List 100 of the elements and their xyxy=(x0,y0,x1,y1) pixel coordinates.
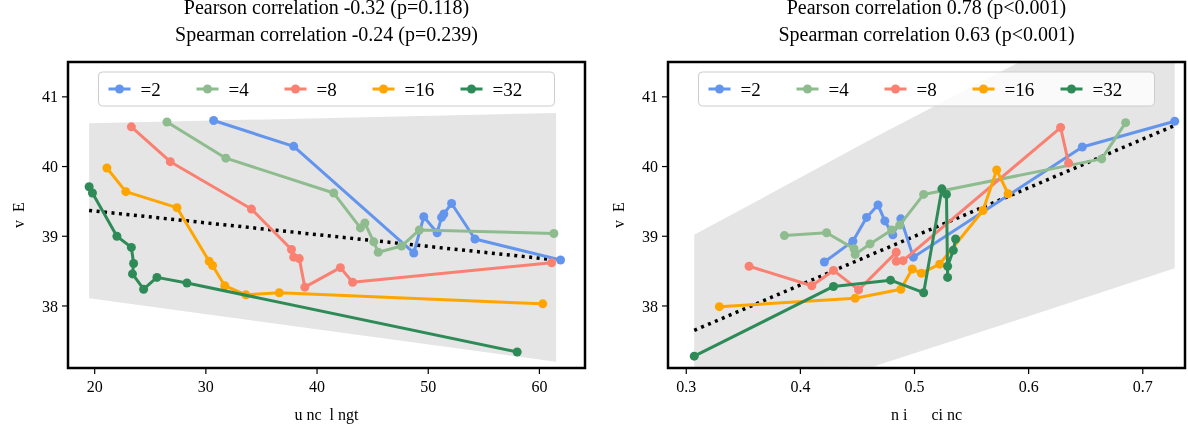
point xyxy=(209,116,219,126)
point xyxy=(819,257,829,267)
legend-label: =4 xyxy=(828,78,850,100)
point xyxy=(886,275,896,285)
point xyxy=(126,122,136,132)
point xyxy=(165,157,175,167)
x-tick-label: 30 xyxy=(197,378,214,395)
point xyxy=(848,236,858,246)
legend-label: =32 xyxy=(1092,78,1123,100)
legend-label: =2 xyxy=(740,78,761,100)
point xyxy=(941,189,951,199)
point xyxy=(1121,118,1131,128)
point xyxy=(470,234,480,244)
y-axis-title: v E xyxy=(10,202,27,228)
point xyxy=(102,163,112,173)
y-tick-label: 39 xyxy=(642,227,658,245)
point xyxy=(369,237,379,247)
point xyxy=(887,225,897,235)
point xyxy=(126,242,136,252)
point xyxy=(208,261,218,271)
legend-label: =16 xyxy=(1004,78,1035,100)
legend-label: =32 xyxy=(492,78,523,100)
chart-title: Pearson correlation 0.78 (p<0.001) Spearman correlation 0.63 (p<0.001) xyxy=(778,0,1075,46)
point xyxy=(419,212,429,222)
point xyxy=(935,259,945,269)
point xyxy=(129,258,139,268)
legend-label: =16 xyxy=(404,78,435,100)
point xyxy=(220,281,230,291)
point xyxy=(873,200,883,210)
point xyxy=(274,288,284,298)
point xyxy=(172,203,182,213)
x-tick-label: 0.3 xyxy=(676,378,697,395)
point xyxy=(714,302,724,312)
y-tick-label: 41 xyxy=(642,88,658,106)
point xyxy=(152,272,162,282)
point xyxy=(948,245,958,255)
point xyxy=(289,141,299,151)
point xyxy=(414,225,424,235)
y-axis-title: v E xyxy=(610,202,627,228)
y-tick-label: 39 xyxy=(42,227,58,245)
point xyxy=(943,261,953,271)
y-tick-label: 38 xyxy=(42,297,58,315)
point xyxy=(182,278,192,288)
legend-label: =8 xyxy=(316,78,337,100)
point xyxy=(294,254,304,264)
x-tick-label: 0.6 xyxy=(1018,378,1039,395)
point xyxy=(916,268,926,278)
point xyxy=(822,228,832,238)
x-tick-label: 60 xyxy=(531,378,548,395)
point xyxy=(512,347,522,357)
x-tick-label: 0.5 xyxy=(904,378,925,395)
point xyxy=(409,248,419,258)
point xyxy=(112,231,122,241)
point xyxy=(919,288,929,298)
point xyxy=(779,231,789,241)
x-axis-title: n i ci nc xyxy=(890,406,963,423)
point xyxy=(1056,123,1066,133)
point xyxy=(898,256,908,266)
x-tick-label: 50 xyxy=(420,378,437,395)
point xyxy=(538,299,548,309)
x-tick-label: 0.4 xyxy=(790,378,811,395)
point xyxy=(951,234,961,244)
point xyxy=(907,264,917,274)
point xyxy=(828,281,838,291)
y-tick-label: 38 xyxy=(642,297,658,315)
point xyxy=(891,247,901,257)
point xyxy=(397,241,407,251)
point xyxy=(87,188,97,198)
point xyxy=(896,284,906,294)
point xyxy=(689,351,699,361)
legend-label: =4 xyxy=(228,78,250,100)
point xyxy=(329,188,339,198)
y-tick-label: 40 xyxy=(42,158,58,176)
point xyxy=(447,199,457,208)
point xyxy=(895,220,905,230)
point xyxy=(850,293,860,303)
point xyxy=(556,255,566,265)
point xyxy=(1170,116,1180,126)
point xyxy=(360,218,370,228)
point xyxy=(854,285,864,295)
x-tick-label: 20 xyxy=(86,378,103,395)
point xyxy=(880,216,890,226)
point xyxy=(865,239,875,249)
point xyxy=(992,165,1002,175)
x-axis-title: u nc l ngt xyxy=(294,406,360,424)
x-tick-label: 40 xyxy=(309,378,326,395)
point xyxy=(300,282,310,292)
point xyxy=(162,117,172,127)
point xyxy=(549,228,559,238)
point xyxy=(121,187,131,197)
point xyxy=(246,204,256,214)
x-tick-label: 0.7 xyxy=(1132,378,1153,395)
point xyxy=(1064,158,1074,168)
point xyxy=(828,265,838,275)
chart-title: Pearson correlation -0.32 (p=0.118) Spearman correlation -0.24 (p=0.239) xyxy=(175,0,478,46)
legend-label: =8 xyxy=(916,78,937,100)
point xyxy=(127,269,137,279)
point xyxy=(1003,189,1013,199)
point xyxy=(221,153,231,163)
point xyxy=(1097,154,1107,164)
